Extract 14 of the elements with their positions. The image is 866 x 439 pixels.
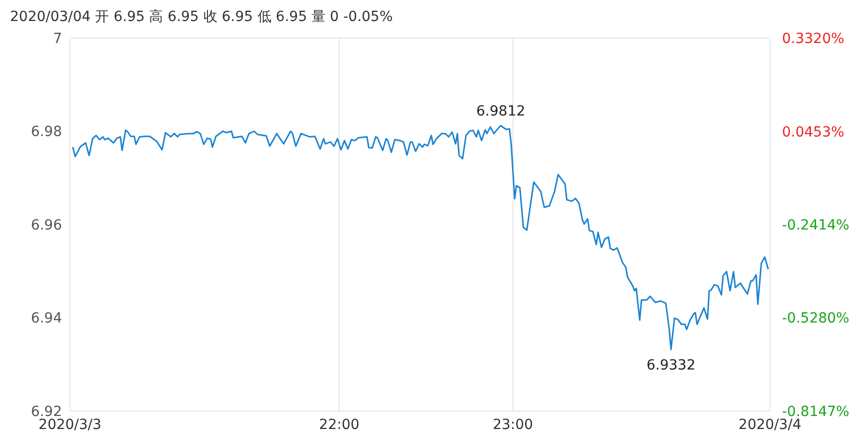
annotation: 6.9332 bbox=[646, 357, 696, 374]
y2-tick-label: -0.5280% bbox=[782, 310, 850, 327]
y2-tick-label: 0.3320% bbox=[782, 31, 844, 47]
y-tick-label: 6.94 bbox=[30, 310, 62, 327]
y2-tick-label: 0.0453% bbox=[782, 124, 844, 140]
x-tick-label: 23:00 bbox=[492, 416, 534, 433]
x-tick-label: 22:00 bbox=[319, 416, 360, 433]
y-tick-label: 6.98 bbox=[30, 124, 62, 140]
line-series bbox=[72, 124, 770, 350]
y2-tick-label: -0.2414% bbox=[782, 218, 850, 234]
chart-title: 2020/03/04 开 6.95 高 6.95 收 6.95 低 6.95 量 0 -0.05% bbox=[9, 8, 394, 27]
y-tick-label: 6.96 bbox=[30, 217, 62, 234]
y-tick-label: 7 bbox=[53, 30, 62, 47]
annotation: 6.9812 bbox=[476, 104, 526, 120]
